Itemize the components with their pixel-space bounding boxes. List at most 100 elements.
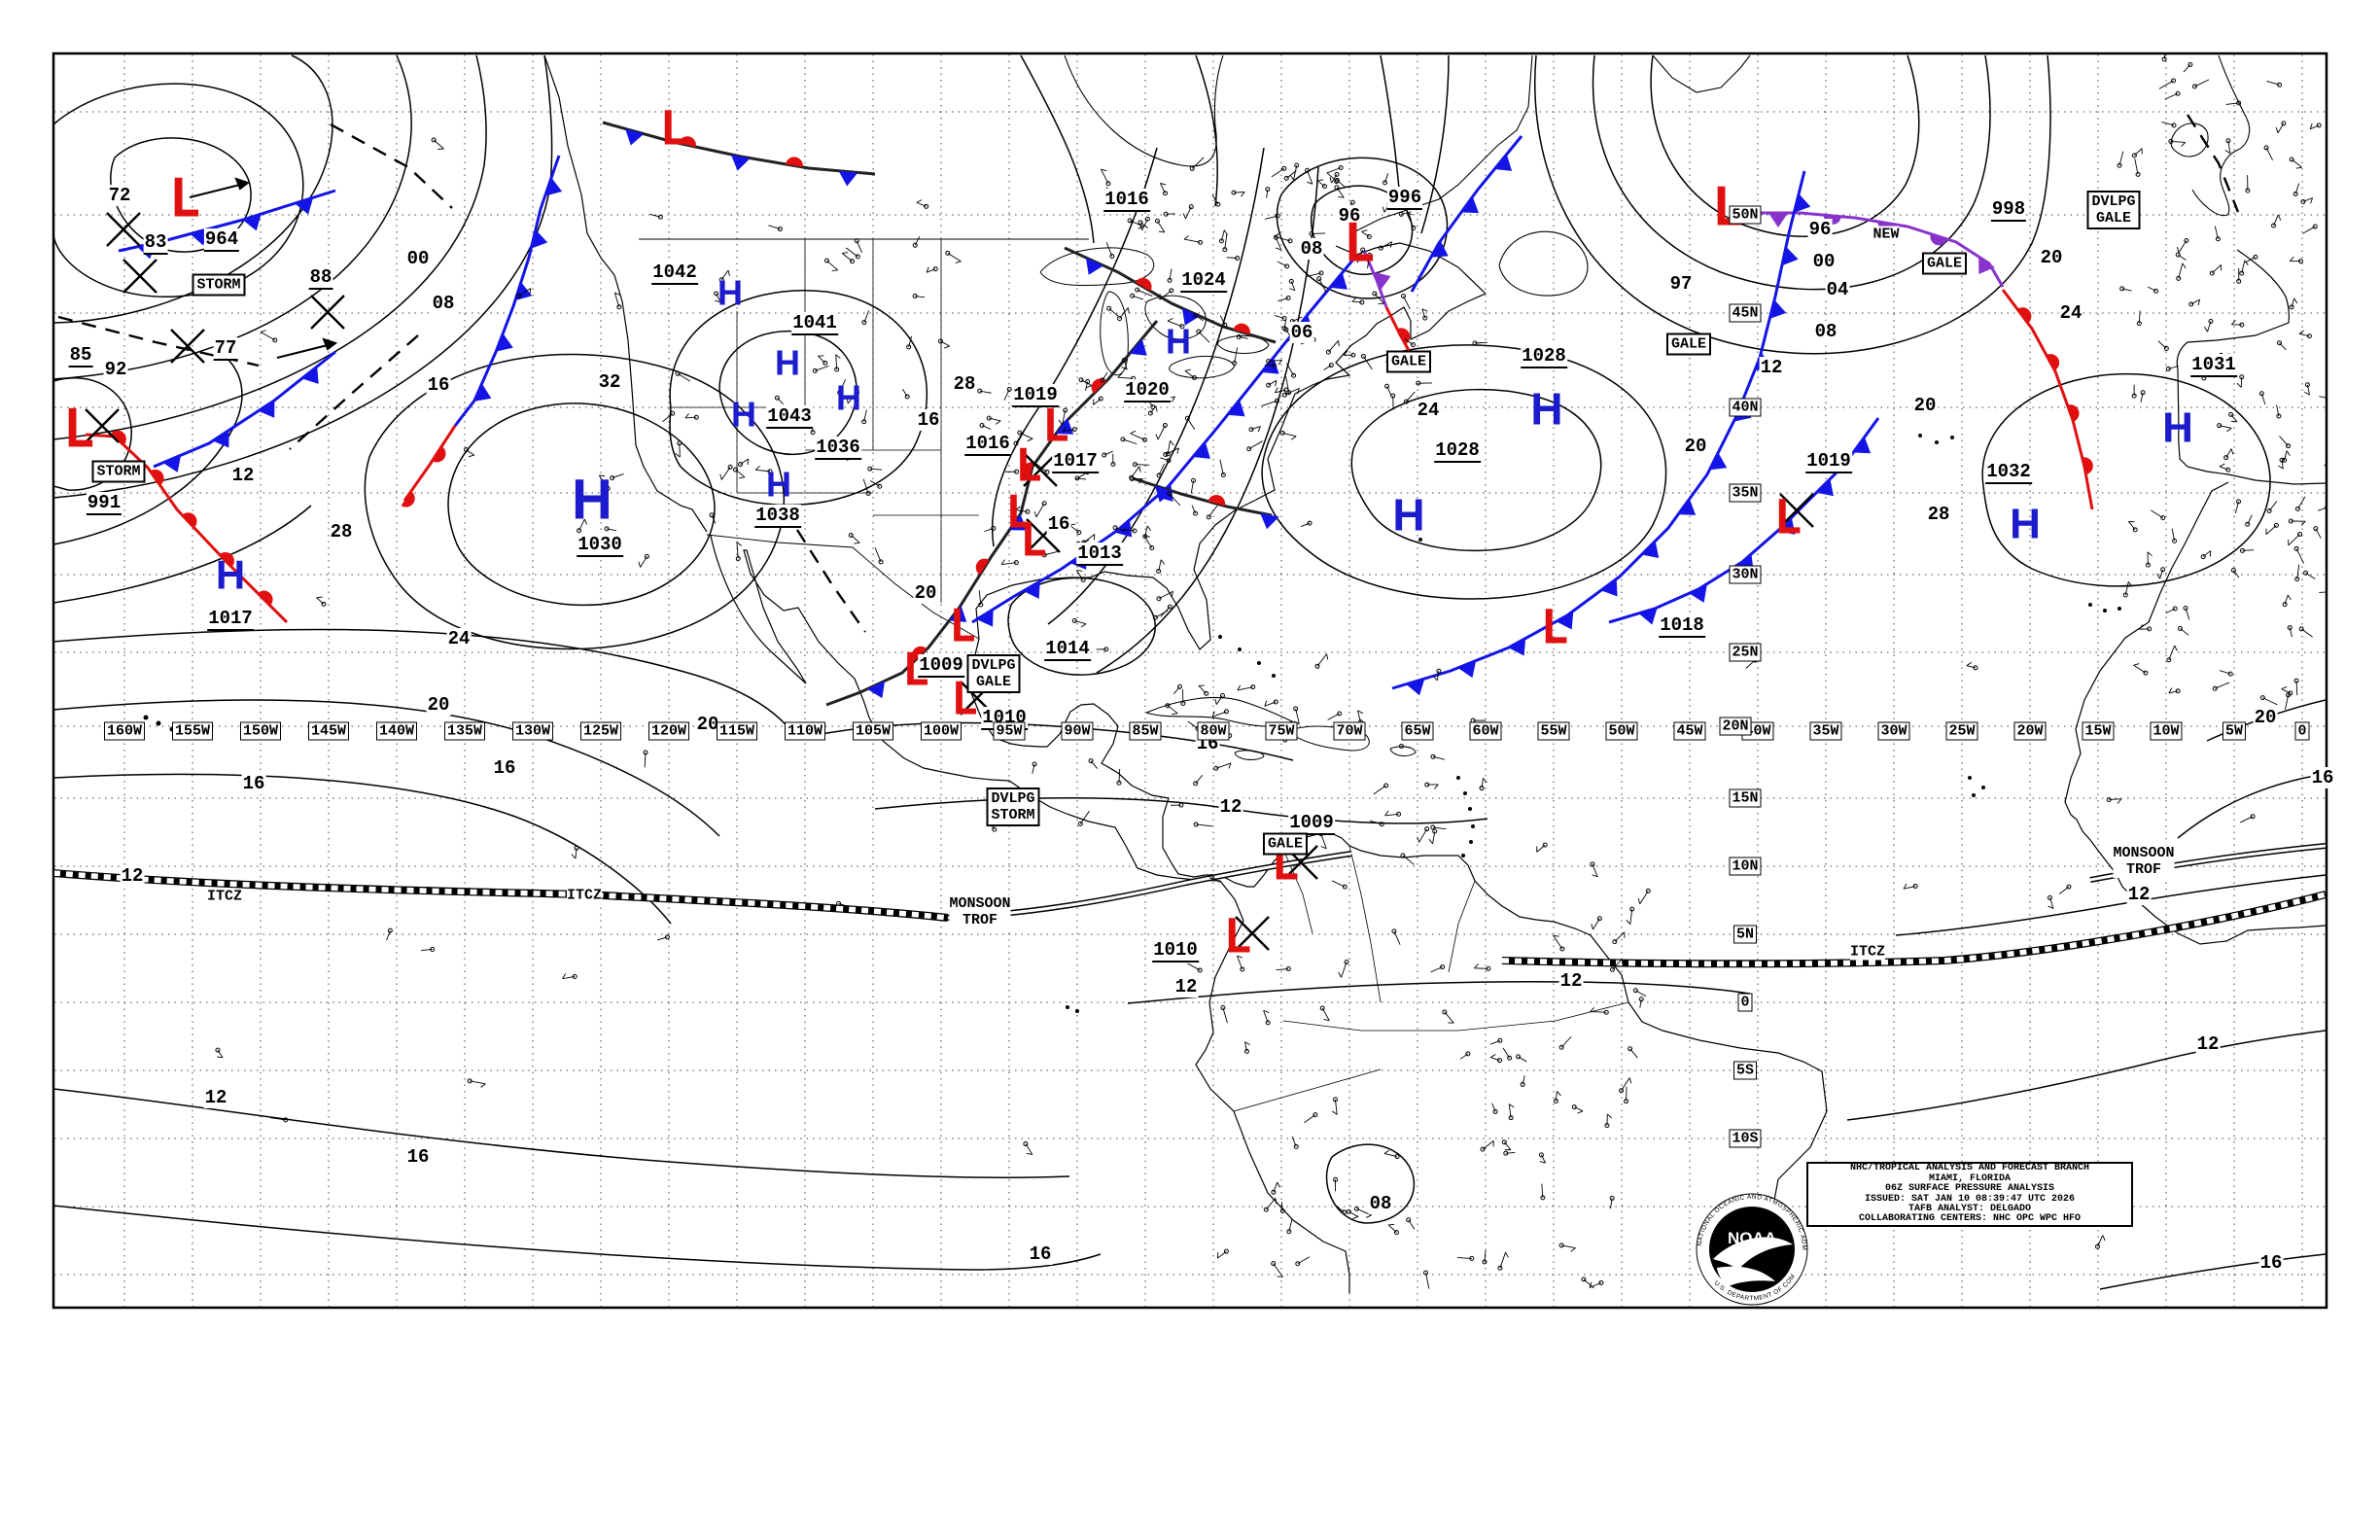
isobar-label: 12 xyxy=(1173,976,1199,998)
isobar-label: 20 xyxy=(426,694,451,716)
lon-label: 35W xyxy=(1809,721,1842,741)
lat-label: 50N xyxy=(1729,205,1762,225)
isobar-label: 24 xyxy=(1416,400,1441,421)
map-annotation: NEW xyxy=(1872,226,1900,243)
lon-label: 120W xyxy=(648,721,690,741)
lon-label: 85W xyxy=(1129,721,1162,741)
lat-label: 20N xyxy=(1719,717,1752,736)
lon-label: 80W xyxy=(1197,721,1230,741)
pressure-value: 1031 xyxy=(2190,354,2237,377)
isobar-label: 16 xyxy=(2310,767,2335,788)
info-line: COLLABORATING CENTERS: NHC OPC WPC HFO xyxy=(1858,1213,2082,1225)
isobar-label: 06 xyxy=(1289,322,1314,343)
isobar-label: 12 xyxy=(2195,1033,2221,1055)
lat-label: 0 xyxy=(1737,993,1753,1012)
high-center-H: H xyxy=(2162,403,2193,452)
info-line: 06Z SURFACE PRESSURE ANALYSIS xyxy=(1884,1183,2055,1195)
pressure-value: 1018 xyxy=(1659,614,1705,638)
lon-label: 155W xyxy=(171,721,214,741)
pressure-value: 1009 xyxy=(1288,812,1335,835)
low-center-L: L xyxy=(1020,513,1047,567)
isobar-label: 97 xyxy=(1668,273,1694,295)
warning-box-label: GALE xyxy=(1262,832,1309,856)
fronts xyxy=(85,121,2094,707)
map-annotation: ITCZ xyxy=(1849,943,1886,961)
lon-label: 95W xyxy=(993,721,1026,741)
isobar-label: 96 xyxy=(1807,219,1833,240)
pressure-value: 1019 xyxy=(1012,384,1059,407)
lon-label: 70W xyxy=(1333,721,1366,741)
low-center-L: L xyxy=(949,599,976,652)
lon-label: 55W xyxy=(1537,721,1570,741)
low-center-L: L xyxy=(1005,485,1032,539)
isobar-label: 08 xyxy=(1299,238,1324,260)
lat-label: 10N xyxy=(1729,857,1762,876)
pressure-value: 1017 xyxy=(207,608,254,631)
info-line: ISSUED: SAT JAN 10 08:39:47 UTC 2026 xyxy=(1864,1193,2076,1205)
high-center-H: H xyxy=(1530,383,1563,435)
motion-arrows xyxy=(189,177,338,359)
lon-label: 100W xyxy=(920,721,962,741)
isobar-label: 16 xyxy=(916,409,941,431)
high-center-H: H xyxy=(215,551,246,598)
isobar-label: 28 xyxy=(952,373,977,395)
high-center-H: H xyxy=(1166,321,1191,362)
isobar-label: 08 xyxy=(1368,1193,1393,1214)
lon-label: 15W xyxy=(2082,721,2115,741)
isobar-label: 08 xyxy=(1813,321,1838,342)
lon-label: 45W xyxy=(1673,721,1706,741)
lon-label: 140W xyxy=(375,721,418,741)
isobar-label: 24 xyxy=(446,628,472,649)
isobar-label: 00 xyxy=(1811,251,1837,272)
isobar-label: 16 xyxy=(241,773,266,794)
high-center-H: H xyxy=(775,342,800,383)
pressure-value: 964 xyxy=(203,228,240,252)
high-center-H: H xyxy=(836,377,861,418)
isobar-label: 28 xyxy=(329,521,354,542)
low-center-L: L xyxy=(1223,909,1252,964)
info-line: MIAMI, FLORIDA xyxy=(1928,1172,2011,1184)
lon-label: 125W xyxy=(579,721,622,741)
lon-label: 160W xyxy=(103,721,146,741)
isobar-label: 12 xyxy=(2126,884,2152,905)
pressure-value: 1010 xyxy=(1152,939,1199,962)
warning-box-label: STORM xyxy=(91,460,146,483)
lat-label: 5N xyxy=(1732,925,1758,944)
isobar-label: 16 xyxy=(492,757,517,779)
isobar-label: 96 xyxy=(1337,205,1362,227)
lon-label: 65W xyxy=(1401,721,1434,741)
isobar-label: 83 xyxy=(143,231,168,255)
low-center-L: L xyxy=(1015,438,1042,492)
lon-label: 105W xyxy=(852,721,894,741)
isobar-label: 16 xyxy=(2258,1252,2284,1274)
info-line: TAFB ANALYST: DELGADO xyxy=(1908,1203,2032,1214)
isobar-label: 28 xyxy=(1926,504,1951,525)
lon-label: 150W xyxy=(239,721,282,741)
pressure-value: 998 xyxy=(1990,198,2027,222)
low-center-L: L xyxy=(168,167,201,229)
isobar-label: 16 xyxy=(1046,513,1071,535)
low-center-L: L xyxy=(1540,600,1569,655)
high-center-H: H xyxy=(766,464,791,505)
high-center-H: H xyxy=(1392,489,1425,541)
high-center-H: H xyxy=(2010,500,2041,548)
isobar-label: 08 xyxy=(431,293,456,314)
isobar-label: 04 xyxy=(1825,279,1850,300)
isobar-label: 12 xyxy=(1759,357,1784,378)
lon-label: 90W xyxy=(1061,721,1094,741)
isobar-label: 20 xyxy=(1683,436,1708,457)
lon-label: 25W xyxy=(1945,721,1978,741)
pressure-value: 1041 xyxy=(791,312,838,335)
isobar-label: 12 xyxy=(230,465,256,486)
map-annotation: MONSOON TROF xyxy=(2113,845,2175,878)
pressure-value: 1030 xyxy=(577,534,623,557)
info-line: NHC/TROPICAL ANALYSIS AND FORECAST BRANC… xyxy=(1849,1163,2090,1174)
warning-box-label: STORM xyxy=(192,273,246,297)
lat-label: 35N xyxy=(1729,483,1762,503)
isobar-label: 32 xyxy=(597,371,622,393)
map-annotation: ITCZ xyxy=(206,888,243,905)
pressure-value: 1014 xyxy=(1044,638,1091,661)
pressure-value: 1016 xyxy=(964,433,1011,456)
